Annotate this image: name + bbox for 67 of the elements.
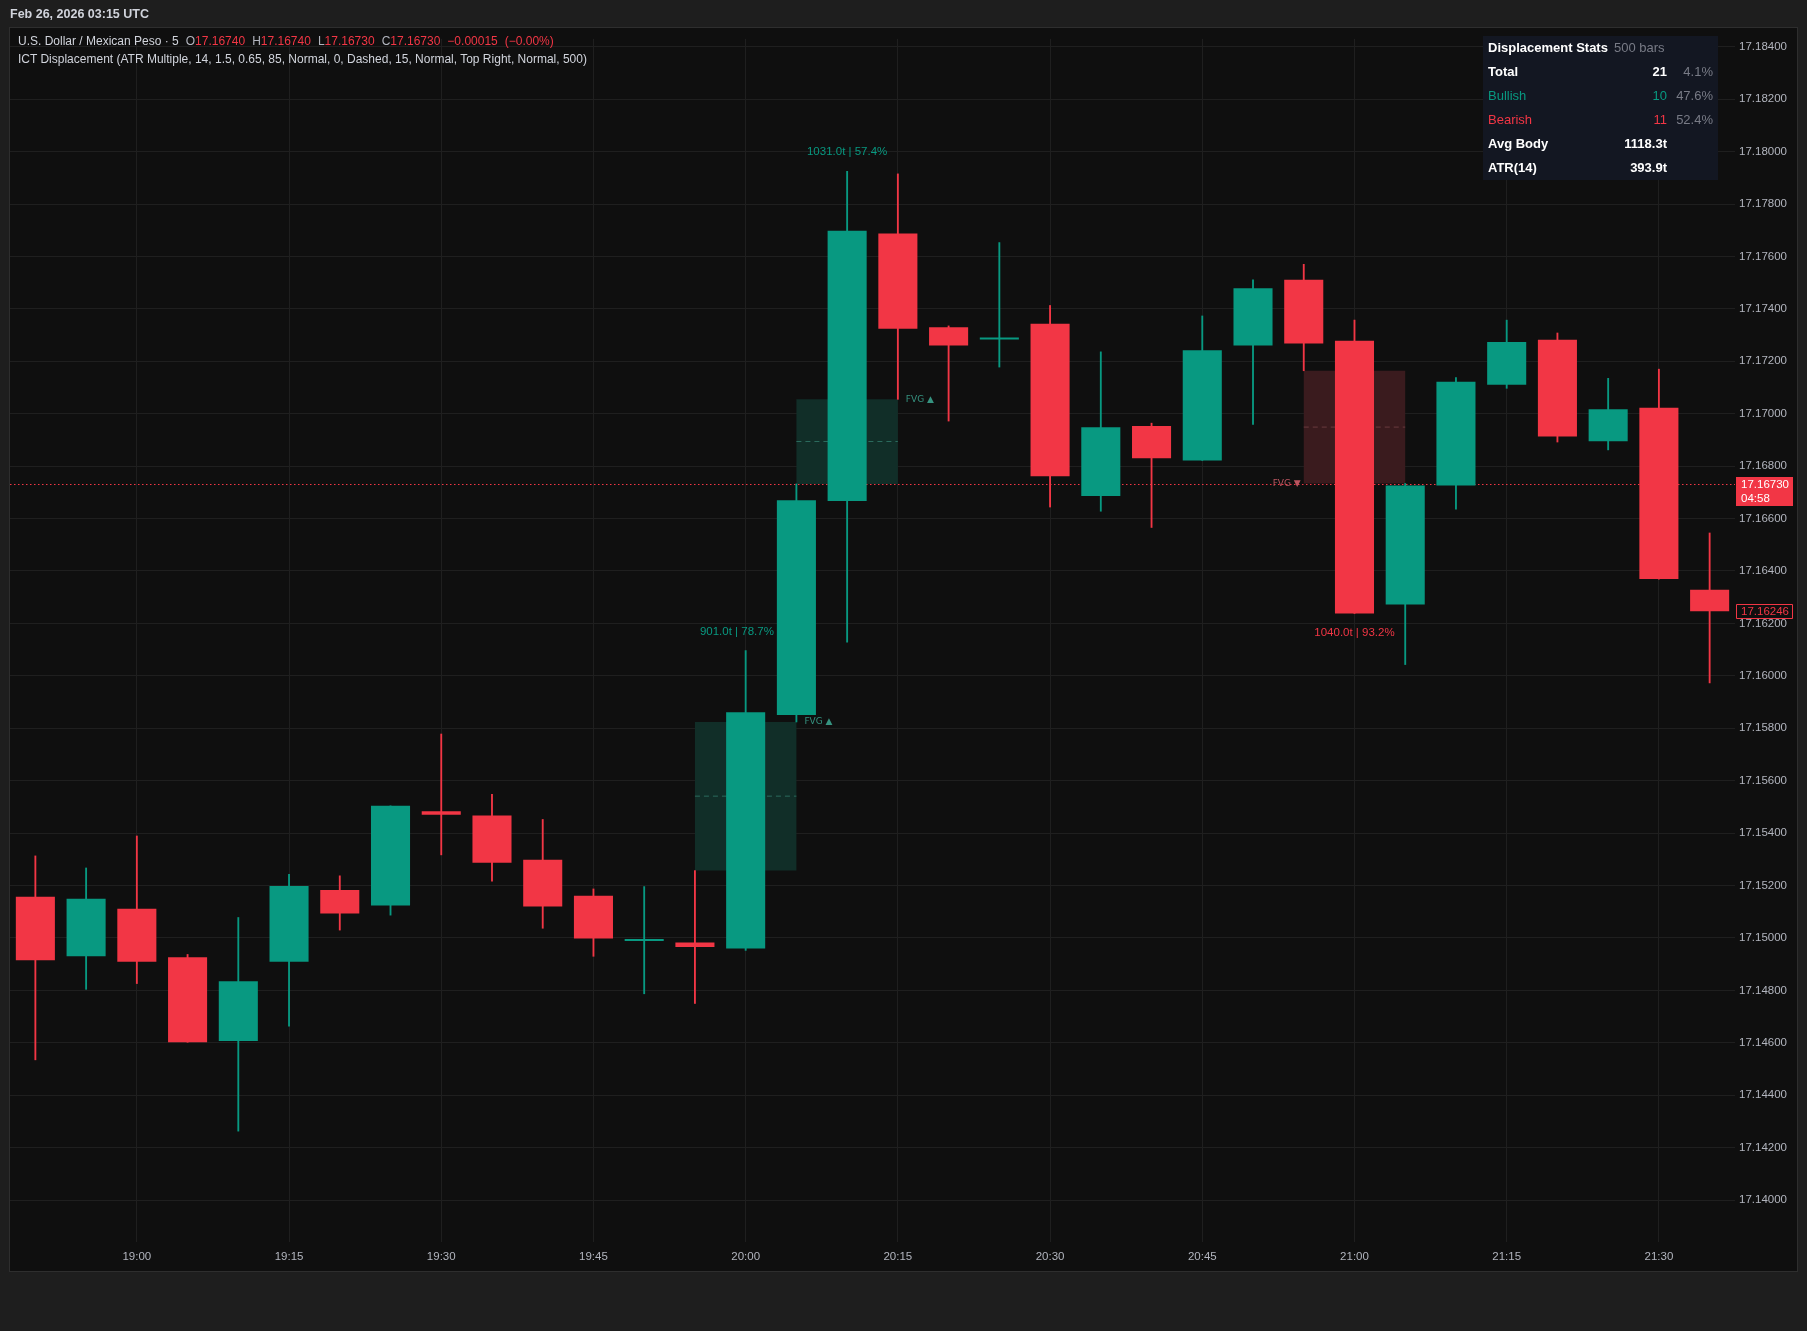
category-label: ATR(14) (1488, 160, 1537, 175)
category-label: Bearish (1488, 112, 1533, 127)
y-tick-label: 17.18400 (1739, 39, 1787, 52)
ref-line-label: 17.16730 (1741, 477, 1789, 490)
y-tick-label: 17.14000 (1739, 1193, 1787, 1206)
x-tick-label: 20:45 (1187, 1250, 1217, 1263)
candlestick (1690, 532, 1730, 684)
text: 21 (1652, 64, 1667, 79)
y-tick-label: 17.14600 (1739, 1035, 1787, 1048)
x-tick-label: 19:30 (426, 1250, 456, 1263)
y-tick-label: 17.17000 (1739, 406, 1787, 419)
text: 393.9t (1630, 160, 1667, 175)
text: O17.16740 H17.16740 L17.16730 C17.16730 −0.00015 (−0.00%) (185, 34, 554, 48)
y-tick-label: 17.18000 (1739, 144, 1787, 157)
text: 52.4% (1676, 112, 1713, 127)
x-tick-label: 19:15 (274, 1250, 304, 1263)
y-tick-label: 17.17400 (1739, 302, 1787, 315)
y-tick-label: 17.17200 (1739, 354, 1787, 367)
y-tick-label: 17.15800 (1739, 721, 1787, 734)
text: 1118.3t (1624, 136, 1667, 151)
y-tick-label: 17.14200 (1739, 1140, 1787, 1153)
y-tick-label: 17.15000 (1739, 931, 1787, 944)
y-tick-label: 17.15400 (1739, 826, 1787, 839)
x-tick-label: 21:15 (1492, 1250, 1522, 1263)
x-tick-label: 19:45 (579, 1250, 608, 1263)
x-tick-label: 20:00 (731, 1250, 761, 1263)
y-tick-label: 17.14800 (1739, 983, 1787, 996)
series-label: FVG ▼ (1272, 477, 1301, 488)
x-tick-label: 21:30 (1644, 1250, 1674, 1263)
series-label: FVG ▲ (804, 716, 833, 727)
text: 17.16246 (1741, 604, 1789, 617)
x-tick-label: 21:00 (1340, 1250, 1369, 1263)
text: 901.0t | 78.7% (699, 624, 774, 637)
annotation: ICT Displacement (ATR Multiple, 14, 1.5, 0.65, 85, Normal, 0, Dashed, 15, Normal, Top Right, Normal, 500) (18, 50, 587, 68)
y-tick-label: 17.16600 (1739, 511, 1787, 524)
text: 47.6% (1676, 88, 1713, 103)
y-tick-label: 17.14400 (1739, 1088, 1787, 1101)
text: 4.1% (1683, 64, 1713, 79)
y-tick-label: 17.16000 (1739, 669, 1787, 682)
x-tick-label: 19:00 (122, 1250, 152, 1263)
text: 1031.0t | 57.4% (806, 145, 888, 158)
y-tick-label: 17.16200 (1739, 616, 1787, 629)
y-tick-label: 17.15600 (1739, 773, 1787, 786)
text: 500 bars (1613, 40, 1665, 55)
text: 10 (1652, 88, 1667, 103)
candlestick (421, 733, 461, 856)
chart-title: U.S. Dollar / Mexican Peso · 5 (18, 34, 179, 48)
text: Displacement Stats (1488, 40, 1608, 55)
text: Feb 26, 2026 03:15 UTC (10, 6, 149, 22)
text: 04:58 (1741, 491, 1770, 504)
category-label: Avg Body (1488, 136, 1549, 151)
candlestick (979, 242, 1019, 368)
y-tick-label: 17.17800 (1739, 197, 1787, 210)
y-tick-label: 17.15200 (1739, 878, 1787, 891)
category-label: Bullish (1488, 88, 1527, 103)
text: 11 (1653, 112, 1667, 127)
x-tick-label: 20:30 (1035, 1250, 1065, 1263)
candlestick (675, 870, 715, 1004)
y-tick-label: 17.16400 (1739, 564, 1787, 577)
candlestick (624, 886, 664, 995)
x-tick-label: 20:15 (883, 1250, 913, 1263)
text: FVG ▲ (905, 393, 934, 404)
category-label: Total (1488, 64, 1519, 79)
y-tick-label: 17.16800 (1739, 459, 1787, 472)
y-tick-label: 17.18200 (1739, 92, 1787, 105)
text: 1040.0t | 93.2% (1314, 625, 1395, 638)
y-tick-label: 17.17600 (1739, 249, 1787, 262)
